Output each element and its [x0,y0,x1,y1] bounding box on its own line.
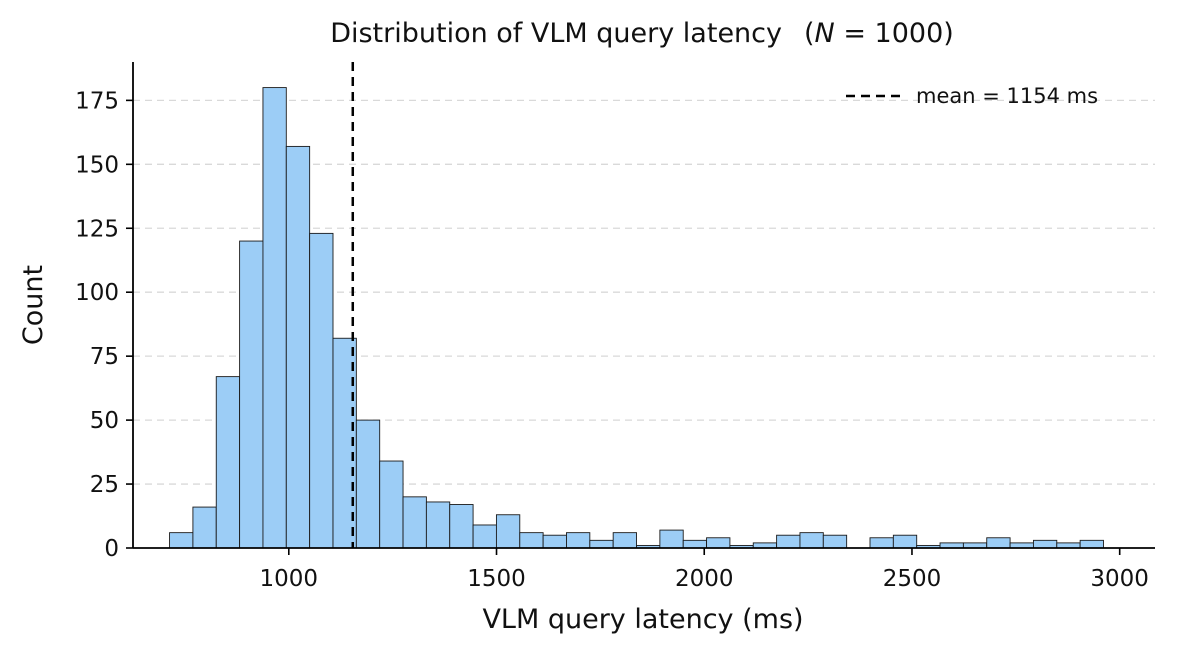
axes [132,62,1155,549]
histogram-bar-30 [869,537,894,549]
histogram-bar-31 [892,534,918,549]
histogram-bar-26 [776,534,801,549]
y-ticks: 0 25 50 75 100 125 150 175 [75,88,133,562]
chart-title-n-symbol: N [815,18,835,49]
histogram-bar-2 [215,376,241,549]
histogram-bar-10 [402,496,427,549]
histogram-bars [169,87,1104,549]
histogram-bar-23 [706,537,731,549]
y-tick-label-50: 50 [90,408,119,434]
histogram-bar-28 [822,534,848,549]
y-tick-label-75: 75 [90,344,119,370]
histogram-bar-19 [612,532,637,549]
histogram-bar-17 [566,532,591,549]
histogram-bar-13 [472,524,497,549]
x-tick-label-2500: 2500 [883,566,942,592]
x-tick-label-3000: 3000 [1090,566,1149,592]
y-tick-label-0: 0 [104,536,119,562]
histogram-bar-12 [449,504,474,549]
histogram-bar-9 [379,460,404,549]
y-axis-label: Count [18,265,49,345]
histogram-bar-11 [425,501,451,549]
histogram-bar-18 [589,539,614,549]
histogram-bar-1 [192,506,217,549]
chart-title: Distribution of VLM query latency (N = 10… [330,18,954,49]
y-tick-label-25: 25 [90,472,119,498]
y-tick-label-125: 125 [75,216,119,242]
histogram-bar-8 [355,419,381,549]
chart-title-n-value: = 1000) [835,18,954,49]
histogram-bar-22 [682,539,708,549]
histogram-bar-39 [1079,539,1104,549]
histogram-bar-4 [262,87,287,549]
histogram-bar-35 [986,537,1011,549]
x-tick-label-1500: 1500 [467,566,526,592]
legend: mean = 1154 ms [846,84,1098,108]
histogram-bar-27 [799,532,824,549]
y-tick-label-150: 150 [75,152,119,178]
histogram-bar-5 [285,145,311,549]
histogram-bar-14 [495,514,521,549]
y-tick-label-100: 100 [75,280,119,306]
histogram-bar-16 [542,534,567,549]
histogram-bar-21 [659,529,684,549]
histogram-bar-0 [169,532,194,549]
x-tick-label-2000: 2000 [675,566,734,592]
chart-title-main: Distribution of VLM query latency [330,18,782,49]
histogram-bar-3 [239,240,264,549]
legend-mean-label: mean = 1154 ms [916,84,1098,108]
y-tick-label-175: 175 [75,88,119,114]
histogram-bar-15 [519,532,544,549]
histogram-bar-37 [1032,539,1058,549]
histogram-bar-6 [309,232,334,549]
x-axis-label: VLM query latency (ms) [482,604,803,635]
chart-title-paren-open: ( [804,18,815,49]
x-tick-label-1000: 1000 [260,566,319,592]
x-ticks: 1000 1500 2000 2500 3000 [260,548,1149,592]
